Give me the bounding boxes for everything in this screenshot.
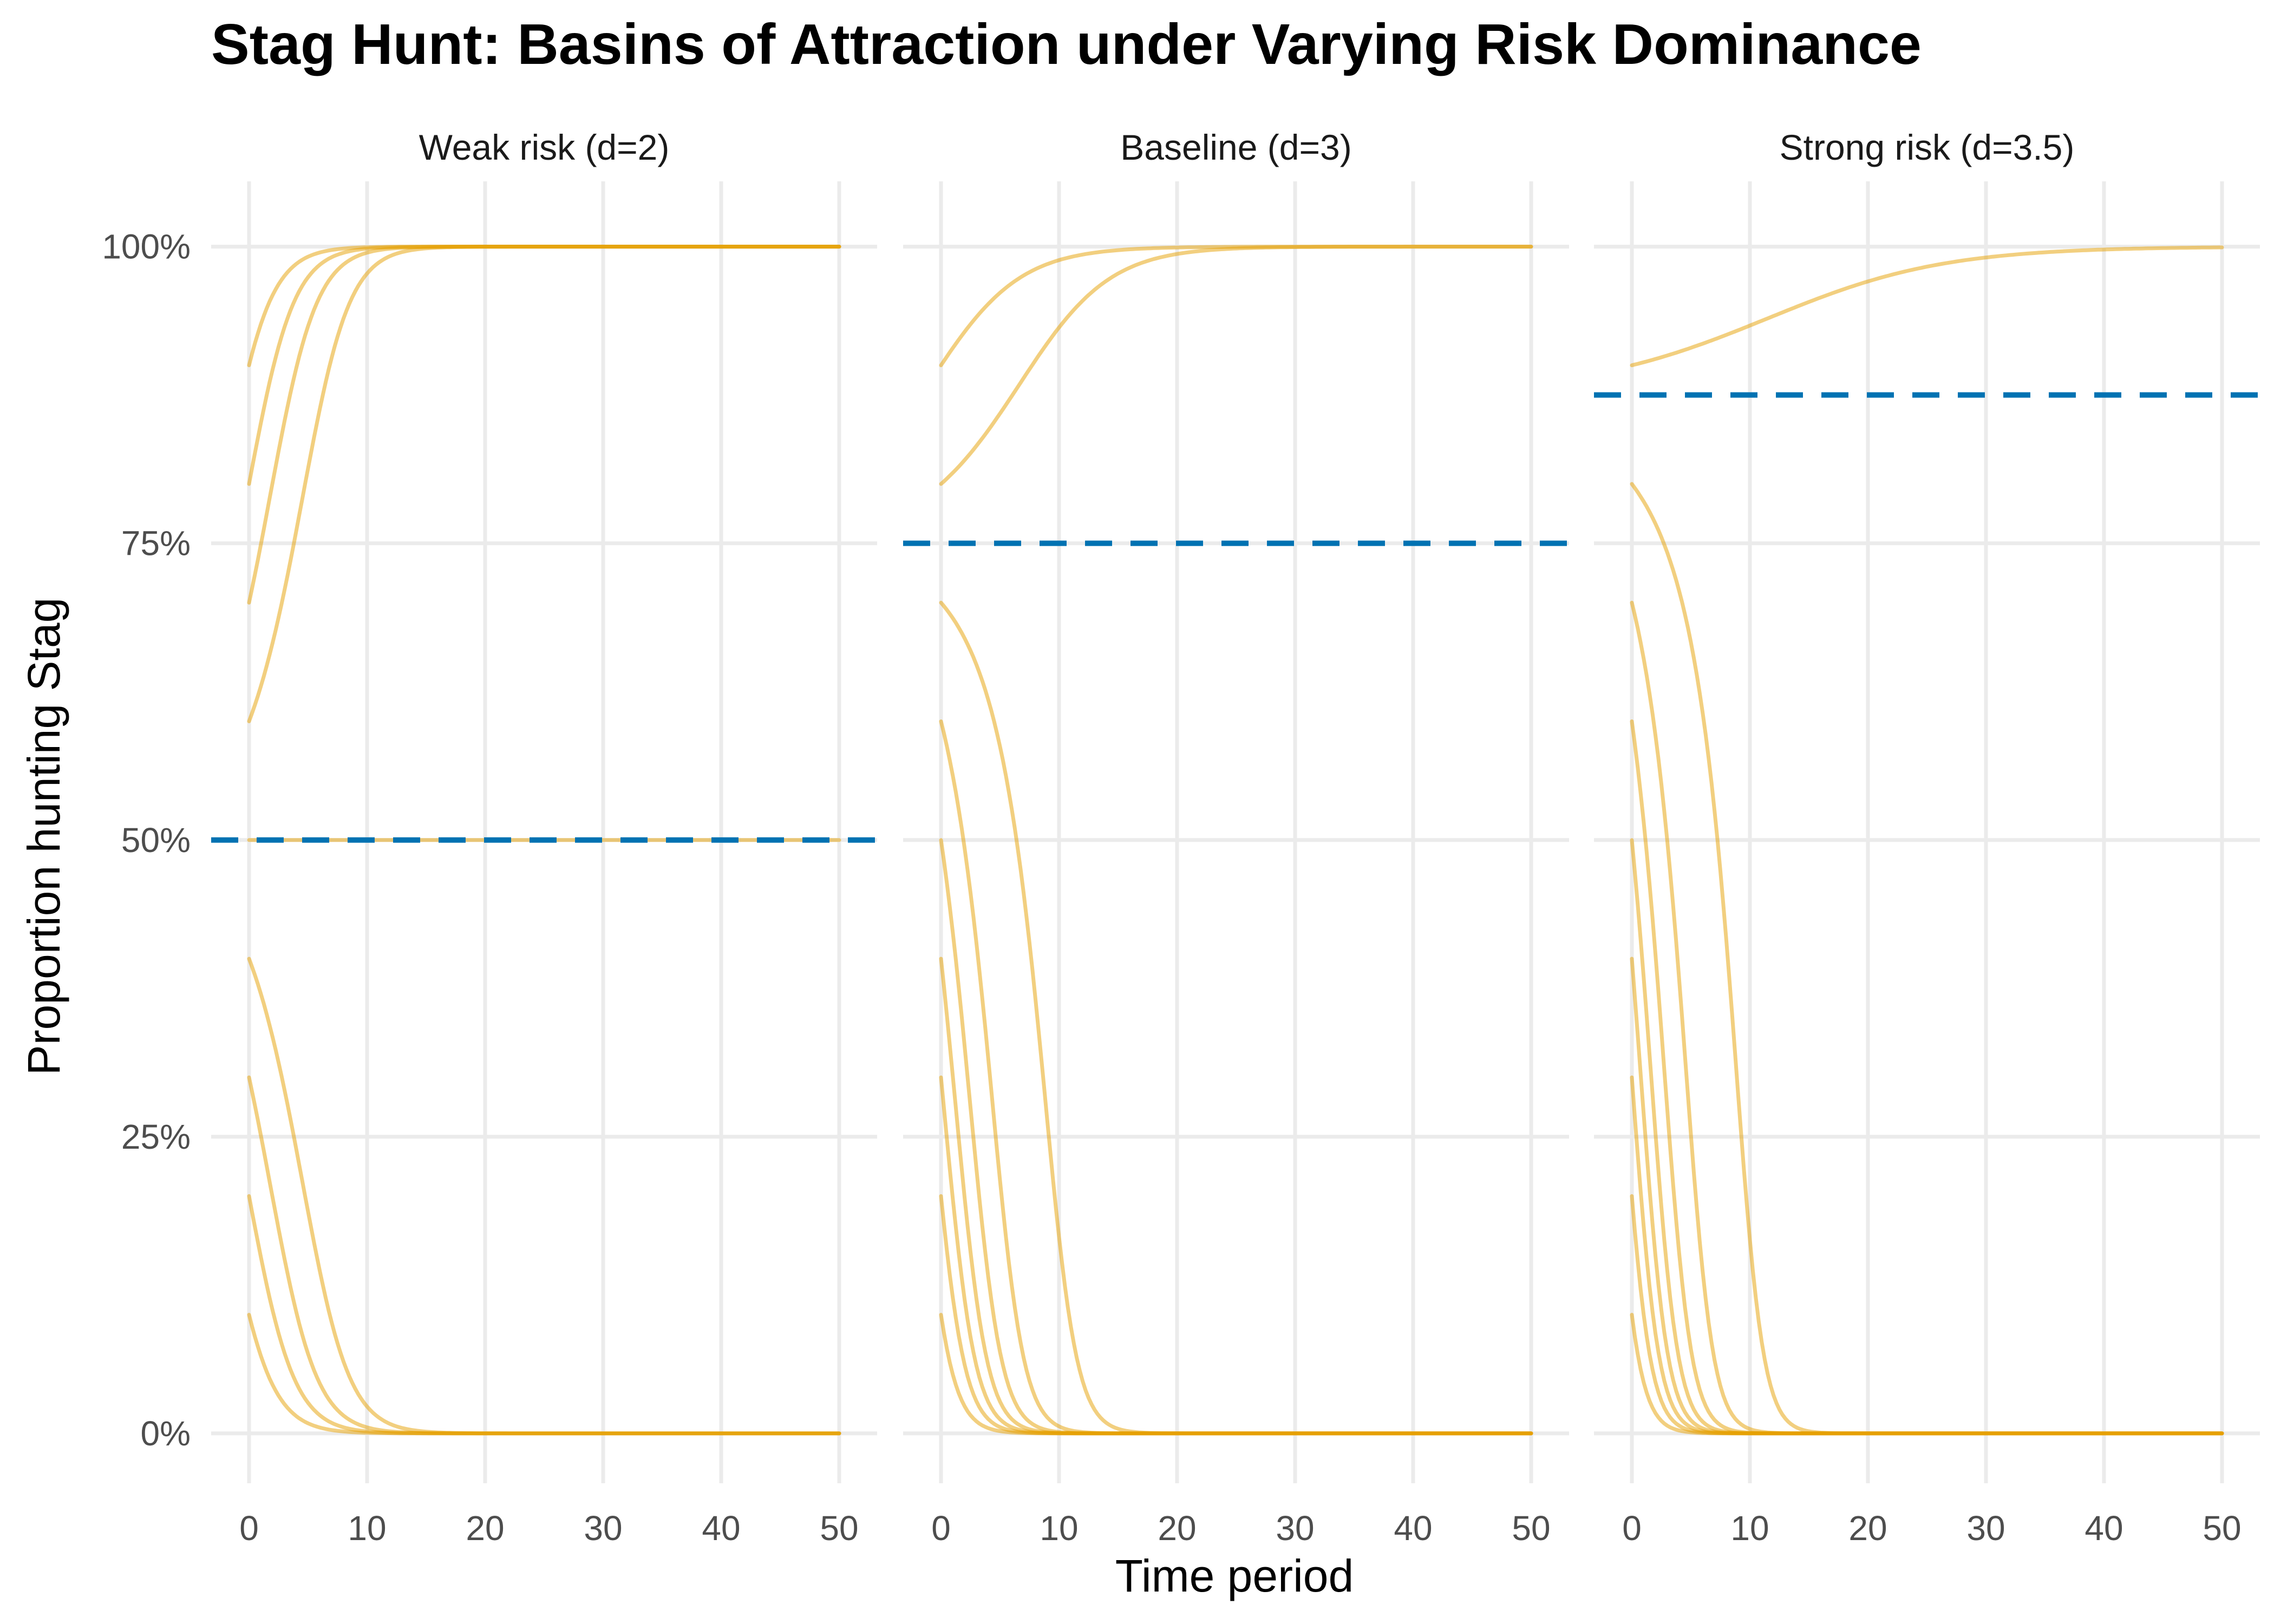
trajectory-line (1630, 482, 2224, 1436)
trajectory-line (1630, 957, 2224, 1436)
x-tick-label: 40 (1394, 1509, 1432, 1548)
y-tick-label: 75% (121, 524, 191, 563)
x-tick-label: 20 (466, 1509, 504, 1548)
trajectory-line (247, 245, 841, 486)
x-tick-label: 30 (1276, 1509, 1314, 1548)
trajectory-line (1630, 719, 2224, 1436)
trajectory-line (247, 1313, 841, 1436)
x-tick-label: 50 (2203, 1509, 2241, 1548)
chart-title: Stag Hunt: Basins of Attraction under Va… (211, 12, 1922, 76)
y-axis-label: Proportion hunting Stag (18, 598, 69, 1076)
trajectory-line (1630, 245, 2224, 368)
panel-3: Strong risk (d=3.5) 0 10 20 30 40 50 (1594, 127, 2260, 1548)
trajectory-line (939, 245, 1533, 486)
panel-label: Baseline (d=3) (1120, 127, 1351, 167)
trajectory-line (939, 719, 1533, 1436)
trajectory-line (1630, 1194, 2224, 1436)
x-tick-label: 20 (1848, 1509, 1887, 1548)
trajectory-line (939, 1194, 1533, 1436)
y-tick-label: 0% (141, 1414, 191, 1453)
panel-1: Weak risk (d=2) 0 10 20 30 40 50 0% 25% 50% 75% 100… (102, 127, 877, 1548)
x-tick-label: 10 (348, 1509, 386, 1548)
panel-2: Baseline (d=3) 0 10 20 30 40 50 (903, 127, 1569, 1548)
x-tick-label: 20 (1158, 1509, 1196, 1548)
trajectory-line (939, 245, 1533, 368)
x-tick-label: 30 (584, 1509, 622, 1548)
trajectory-line (1630, 600, 2224, 1436)
trajectory-line (247, 1075, 841, 1436)
x-axis-label: Time period (1115, 1550, 1354, 1601)
trajectory-line (247, 957, 841, 1436)
x-tick-label: 10 (1040, 1509, 1078, 1548)
panel-label: Strong risk (d=3.5) (1780, 127, 2075, 167)
panel-label: Weak risk (d=2) (419, 127, 670, 167)
trajectory-line (939, 957, 1533, 1436)
trajectory-line (247, 245, 841, 723)
x-tick-label: 40 (2084, 1509, 2123, 1548)
y-tick-label: 50% (121, 821, 191, 860)
trajectory-line (247, 245, 841, 368)
trajectory-line (247, 1194, 841, 1436)
x-tick-label: 30 (1966, 1509, 2005, 1548)
x-tick-label: 0 (931, 1509, 951, 1548)
trajectory-line (247, 245, 841, 605)
y-tick-label: 25% (121, 1117, 191, 1156)
y-tick-label: 100% (102, 227, 191, 266)
x-tick-label: 50 (1512, 1509, 1550, 1548)
x-tick-label: 0 (239, 1509, 259, 1548)
x-tick-label: 0 (1622, 1509, 1642, 1548)
trajectory-line (939, 600, 1533, 1436)
x-tick-label: 40 (702, 1509, 740, 1548)
x-tick-label: 50 (820, 1509, 858, 1548)
x-tick-label: 10 (1730, 1509, 1769, 1548)
facet-panels: Weak risk (d=2)0 10 20 30 40 500%25%50%75%100… (102, 127, 2260, 1548)
trajectory-line (1630, 1313, 2224, 1436)
